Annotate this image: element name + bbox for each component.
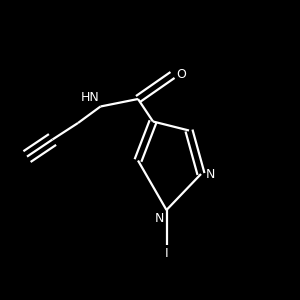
Text: N: N — [155, 212, 164, 224]
Text: O: O — [176, 68, 186, 82]
Text: N: N — [206, 167, 215, 181]
Text: HN: HN — [80, 91, 99, 104]
Text: I: I — [165, 247, 168, 260]
